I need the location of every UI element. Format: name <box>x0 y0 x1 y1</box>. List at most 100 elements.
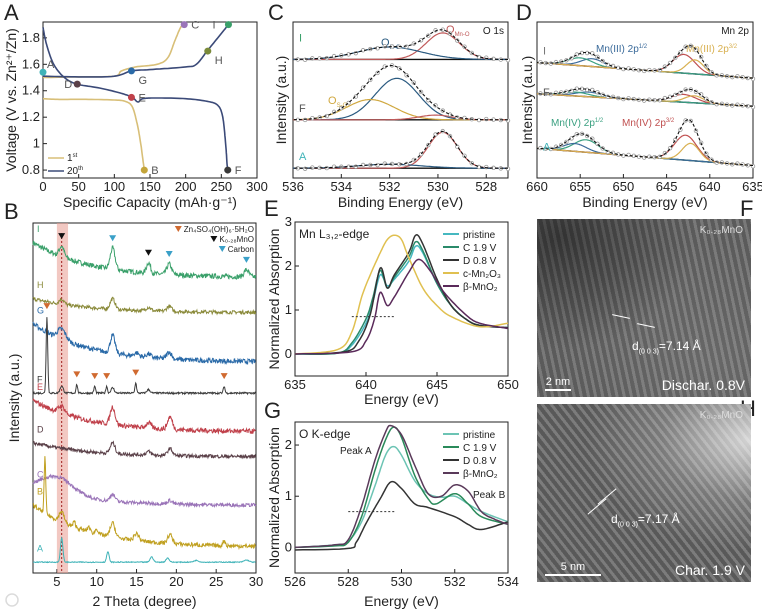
y-tick-label: 1.8 <box>22 30 40 45</box>
label-sub: Mn-O <box>455 32 470 38</box>
state-marker-label: G <box>138 75 147 87</box>
state-marker <box>140 166 148 174</box>
scale-bar-line <box>545 389 571 391</box>
label-sup: 1/2 <box>639 44 648 50</box>
title-mn2p: Mn 2p <box>721 26 749 37</box>
legend-label: D 0.8 V <box>463 456 497 467</box>
xrd-trace-label: G <box>37 305 44 315</box>
panel-label-a: A <box>4 0 19 25</box>
state-marker <box>204 47 212 55</box>
d-main: d <box>632 339 639 353</box>
label-main: Mn(III) 2p <box>596 44 639 55</box>
legend-label-zn-hydroxide: Zn₄SO₄(OH)₆·5H₂O <box>184 225 254 234</box>
state-marker <box>73 80 81 88</box>
condition-label: Dischar. 0.8V <box>661 377 745 393</box>
title-mn-l-edge: Mn L₃,₂-edge <box>299 227 370 241</box>
spectrum-line <box>294 424 509 549</box>
legend-marker <box>218 246 226 252</box>
axes-a: 0 50 100 150 200 250 300 0.8 1 1.2 1.4 1.6 1.8 Specif… <box>3 20 268 210</box>
x-tick-label: 200 <box>175 179 197 194</box>
axes-b: 5 10 15 20 25 30 2 Theta (degree) Intensity (a.… <box>6 222 263 609</box>
spectrum-line <box>294 426 509 549</box>
xrd-trace <box>32 321 256 365</box>
xrd-trace <box>32 536 256 564</box>
x-tick-label: 528 <box>475 179 497 194</box>
legend-label: c-Mn₂O₃ <box>463 269 501 280</box>
state-marker <box>224 21 232 29</box>
y-axis-label: Intensity (a.u.) <box>273 56 289 145</box>
x-tick-label: 50 <box>71 179 85 194</box>
state-marker <box>224 166 232 174</box>
spectrum-line <box>294 234 509 355</box>
data-point <box>626 96 631 101</box>
xrd-trace <box>32 398 256 435</box>
state-marker-label: C <box>191 20 199 32</box>
annotation-peak-a: Peak A <box>340 446 372 457</box>
data-point <box>641 68 647 74</box>
x-tick-label: 645 <box>656 179 678 194</box>
legend-label: β-MnO₂ <box>463 469 498 480</box>
data-point <box>310 115 315 121</box>
data-point <box>574 86 579 91</box>
phase-marker <box>73 371 81 378</box>
legend-sup: st <box>73 153 78 159</box>
data-point <box>331 164 337 169</box>
panel-label-f: F <box>740 196 753 221</box>
xrd-trace <box>32 317 256 396</box>
panel-label-g: G <box>264 398 281 423</box>
x-tick-label: 300 <box>246 179 268 194</box>
phase-marker <box>220 373 228 380</box>
label-sup: 1/2 <box>595 118 604 124</box>
xrd-trace-label: D <box>37 424 44 434</box>
label-main: O <box>446 24 455 36</box>
xrd-trace <box>32 240 257 280</box>
legend-marker <box>210 236 218 242</box>
scale-bar: 2 nm <box>545 376 571 391</box>
x-tick-label: 530 <box>427 179 449 194</box>
series-line <box>42 27 229 171</box>
highlight-band <box>56 223 69 573</box>
phase-marker <box>91 373 99 380</box>
y-axis-label: Normalized Absorption <box>266 229 282 370</box>
series-line <box>43 97 146 171</box>
xrd-trace <box>32 473 257 509</box>
state-marker <box>39 68 47 76</box>
x-tick-label: 635 <box>742 179 762 194</box>
y-axis-label: Intensity (a.u.) <box>6 354 22 443</box>
state-marker-label: H <box>215 55 223 67</box>
legend-label: C 1.9 V <box>463 243 497 254</box>
title-o1s: O 1s <box>483 26 504 37</box>
plot-frame <box>536 21 754 179</box>
image-shading <box>537 404 751 582</box>
data-point <box>462 115 467 121</box>
spectrum-label: I <box>543 46 546 58</box>
x-tick-label: 532 <box>444 574 466 589</box>
legend-main: 20 <box>67 166 79 177</box>
x-tick-label: 655 <box>569 179 591 194</box>
series-line <box>43 24 230 78</box>
phase-label: K₀.₂₈MnO <box>699 225 743 236</box>
state-marker-label: F <box>235 165 242 177</box>
label-main: Mn(III) 2p <box>686 44 729 55</box>
tem-image-discharged: K₀.₂₈MnO d(0 0 3)=7.14 Å 2 nm Dischar. 0… <box>537 219 751 397</box>
x-tick-label: 640 <box>699 179 721 194</box>
fit-envelope <box>293 65 508 121</box>
y-axis-label: Intensity (a.u.) <box>519 56 535 145</box>
phase-marker <box>144 249 152 256</box>
xrd-trace-label: E <box>37 382 43 392</box>
x-axis-label: Energy (eV) <box>364 593 439 609</box>
state-marker-label: A <box>47 59 55 71</box>
y-tick-label: 0 <box>285 346 292 361</box>
x-axis-label: Binding Energy (eV) <box>338 194 463 210</box>
x-tick-label: 645 <box>426 377 448 392</box>
x-tick-label: 534 <box>497 574 519 589</box>
legend-label-1st: 1st <box>67 153 78 164</box>
label-mn3-2p12: Mn(III) 2p1/2 <box>596 44 648 55</box>
xrd-trace <box>32 456 257 551</box>
x-tick-label: 25 <box>209 574 223 589</box>
spectrum-label: F <box>299 103 306 115</box>
label-main: O <box>328 95 337 107</box>
x-tick-label: 530 <box>391 574 413 589</box>
x-tick-label: 100 <box>103 179 125 194</box>
d-value: =7.17 Å <box>637 512 680 526</box>
